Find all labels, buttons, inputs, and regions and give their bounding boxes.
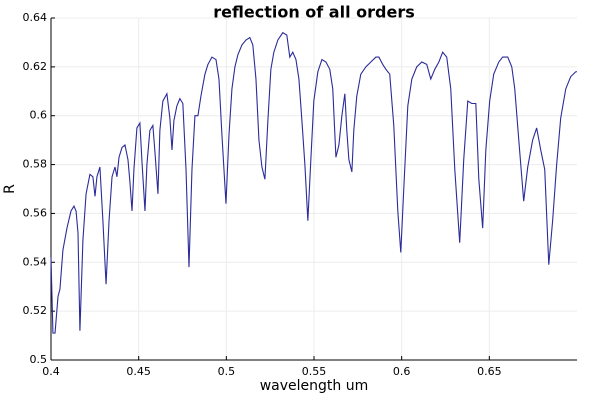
x-tick-label: 0.5 [218, 365, 236, 378]
x-axis-label: wavelength um [260, 378, 369, 394]
x-tick-label: 0.6 [393, 365, 411, 378]
y-tick-label: 0.52 [23, 304, 48, 317]
x-tick-label: 0.4 [42, 365, 60, 378]
y-tick-label: 0.58 [23, 158, 48, 171]
data-line [50, 31, 577, 334]
y-tick-label: 0.6 [30, 109, 48, 122]
y-tick-label: 0.54 [23, 255, 48, 268]
x-tick-label: 0.65 [477, 365, 502, 378]
chart-title: reflection of all orders [213, 3, 414, 22]
x-tick-label: 0.45 [126, 365, 151, 378]
x-tick-label: 0.55 [302, 365, 327, 378]
y-tick-label: 0.56 [23, 206, 48, 219]
y-axis-label: R [2, 184, 18, 194]
y-tick-label: 0.62 [23, 60, 48, 73]
y-tick-label: 0.5 [30, 353, 48, 366]
y-tick-label: 0.64 [23, 11, 48, 24]
